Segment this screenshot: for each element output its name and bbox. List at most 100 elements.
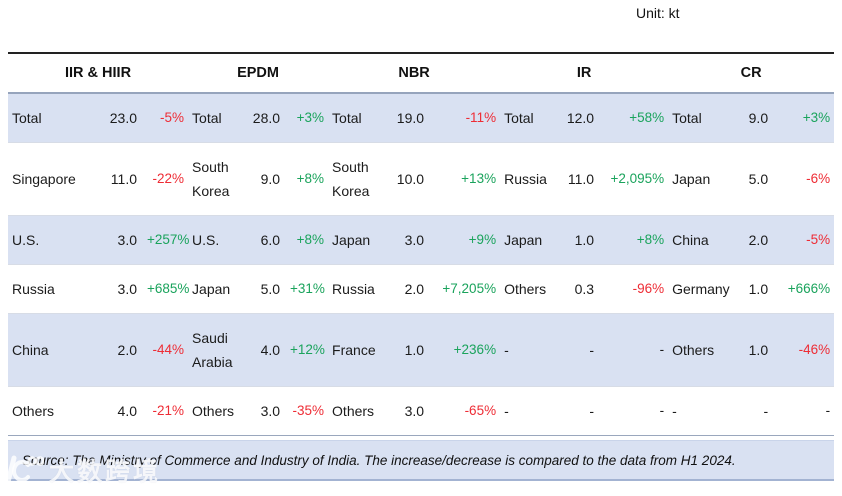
- cell-country: Total: [672, 110, 702, 126]
- cell-volume: 0.3: [574, 281, 595, 297]
- cell-country: Saudi Arabia: [192, 330, 233, 370]
- cell-change-pct: -5%: [806, 232, 831, 247]
- cell-change-pct: -: [659, 403, 665, 418]
- cell-volume: 3.0: [404, 403, 425, 419]
- header-row: IIR & HIIR EPDM NBR IR CR: [8, 53, 835, 94]
- cell-change-pct: -11%: [465, 110, 497, 125]
- cell-volume: 1.0: [748, 342, 769, 358]
- cell-country: Singapore: [12, 171, 76, 187]
- cell-volume: 1.0: [574, 232, 595, 248]
- cell-country: Others: [504, 281, 547, 297]
- cell-country: South Korea: [332, 159, 370, 199]
- cell-volume: 11.0: [110, 171, 137, 187]
- import-data-table: IIR & HIIR EPDM NBR IR CR Total 23.0 -5% To…: [8, 52, 835, 436]
- cell-change-pct: -6%: [806, 171, 831, 186]
- cell-volume: 23.0: [109, 110, 137, 126]
- cell-country: Russia: [332, 281, 375, 297]
- cell-country: Russia: [12, 281, 55, 297]
- cell-change-pct: +8%: [296, 232, 325, 247]
- cell-change-pct: +13%: [461, 171, 497, 186]
- cell-change-pct: -: [659, 342, 665, 357]
- cell-change-pct: -35%: [292, 403, 325, 418]
- cell-change-pct: -65%: [464, 403, 497, 418]
- cell-change-pct: -22%: [152, 171, 185, 186]
- table-row: U.S. 3.0 +257% U.S. 6.0 +8% Japan 3.0 +9% Japan 1.…: [8, 215, 835, 265]
- cell-volume: 2.0: [748, 232, 769, 248]
- cell-country: Japan: [672, 171, 711, 187]
- cell-change-pct: +236%: [453, 342, 497, 357]
- cell-volume: 3.0: [117, 281, 137, 297]
- cell-country: Japan: [192, 281, 231, 297]
- cell-volume: 10.0: [396, 171, 425, 187]
- group-header-ir: IR: [500, 53, 669, 94]
- cell-country: South Korea: [192, 159, 230, 199]
- cell-volume: 5.0: [748, 171, 769, 187]
- cell-volume: 12.0: [566, 110, 595, 126]
- cell-country: Others: [192, 403, 235, 419]
- cell-volume: 2.0: [404, 281, 425, 297]
- cell-change-pct: +7,205%: [442, 281, 497, 296]
- cell-volume: 2.0: [117, 342, 137, 358]
- cell-country: U.S.: [192, 232, 220, 248]
- source-note: Source: The Ministry of Commerce and Ind…: [22, 452, 736, 468]
- cell-volume: 3.0: [404, 232, 425, 248]
- cell-change-pct: +9%: [468, 232, 497, 247]
- table-body: Total 23.0 -5% Total 28.0 +3% Total 19.0 -11% Tot…: [8, 93, 835, 436]
- cell-country: Total: [332, 110, 362, 126]
- table-row: Total 23.0 -5% Total 28.0 +3% Total 19.0 -11% Tot…: [8, 93, 835, 143]
- cell-volume: 19.0: [396, 110, 425, 126]
- cell-change-pct: -44%: [152, 342, 185, 357]
- cell-country: China: [12, 342, 49, 358]
- cell-volume: 4.0: [117, 403, 137, 419]
- cell-change-pct: +12%: [290, 342, 325, 357]
- cell-country: France: [332, 342, 376, 358]
- cell-volume: 11.0: [567, 171, 595, 187]
- cell-country: Total: [504, 110, 534, 126]
- cell-volume: 9.0: [260, 171, 281, 187]
- cell-country: Germany: [672, 281, 730, 297]
- cell-change-pct: -46%: [798, 342, 831, 357]
- cell-country: Total: [192, 110, 222, 126]
- cell-volume: -: [589, 342, 595, 358]
- cell-country: Total: [12, 110, 42, 126]
- cell-country: Others: [12, 403, 55, 419]
- cell-country: China: [672, 232, 709, 248]
- cell-change-pct: +685%: [147, 281, 190, 296]
- unit-label: Unit: kt: [636, 5, 680, 21]
- cell-volume: 1.0: [404, 342, 425, 358]
- cell-volume: -: [589, 403, 595, 419]
- table-row: China 2.0 -44% Saudi Arabia 4.0 +12% France 1.0…: [8, 313, 835, 387]
- cell-volume: -: [763, 403, 769, 419]
- cell-change-pct: +8%: [296, 171, 325, 186]
- cell-country: Others: [672, 342, 715, 358]
- cell-change-pct: +257%: [147, 232, 190, 247]
- cell-volume: 9.0: [748, 110, 769, 126]
- cell-change-pct: -5%: [160, 110, 185, 125]
- cell-country: -: [504, 403, 509, 419]
- cell-country: Russia: [504, 171, 547, 187]
- cell-volume: 4.0: [260, 342, 281, 358]
- cell-change-pct: +8%: [636, 232, 665, 247]
- cell-country: -: [672, 403, 677, 419]
- cell-volume: 3.0: [117, 232, 137, 248]
- cell-volume: 28.0: [252, 110, 281, 126]
- cell-country: Japan: [504, 232, 543, 248]
- group-header-nbr: NBR: [328, 53, 501, 94]
- table-row: Russia 3.0 +685% Japan 5.0 +31% Russia 2.0 +7,20…: [8, 265, 835, 314]
- group-header-epdm: EPDM: [188, 53, 329, 94]
- cell-volume: 1.0: [748, 281, 769, 297]
- cell-volume: 3.0: [260, 403, 281, 419]
- table-row: Others 4.0 -21% Others 3.0 -35% Others 3.0 -65% -…: [8, 387, 835, 436]
- cell-change-pct: +666%: [787, 281, 831, 296]
- cell-change-pct: +58%: [629, 110, 665, 125]
- cell-change-pct: -21%: [152, 403, 185, 418]
- cell-change-pct: +3%: [802, 110, 831, 125]
- group-header-cr: CR: [668, 53, 835, 94]
- cell-change-pct: -: [825, 403, 831, 418]
- cell-country: U.S.: [12, 232, 40, 248]
- table-row: Singapore 11.0 -22% South Korea 9.0 +8% South …: [8, 143, 835, 216]
- cell-country: -: [504, 342, 509, 358]
- cell-country: Others: [332, 403, 375, 419]
- cell-change-pct: +2,095%: [610, 171, 665, 186]
- cell-change-pct: +31%: [290, 281, 325, 296]
